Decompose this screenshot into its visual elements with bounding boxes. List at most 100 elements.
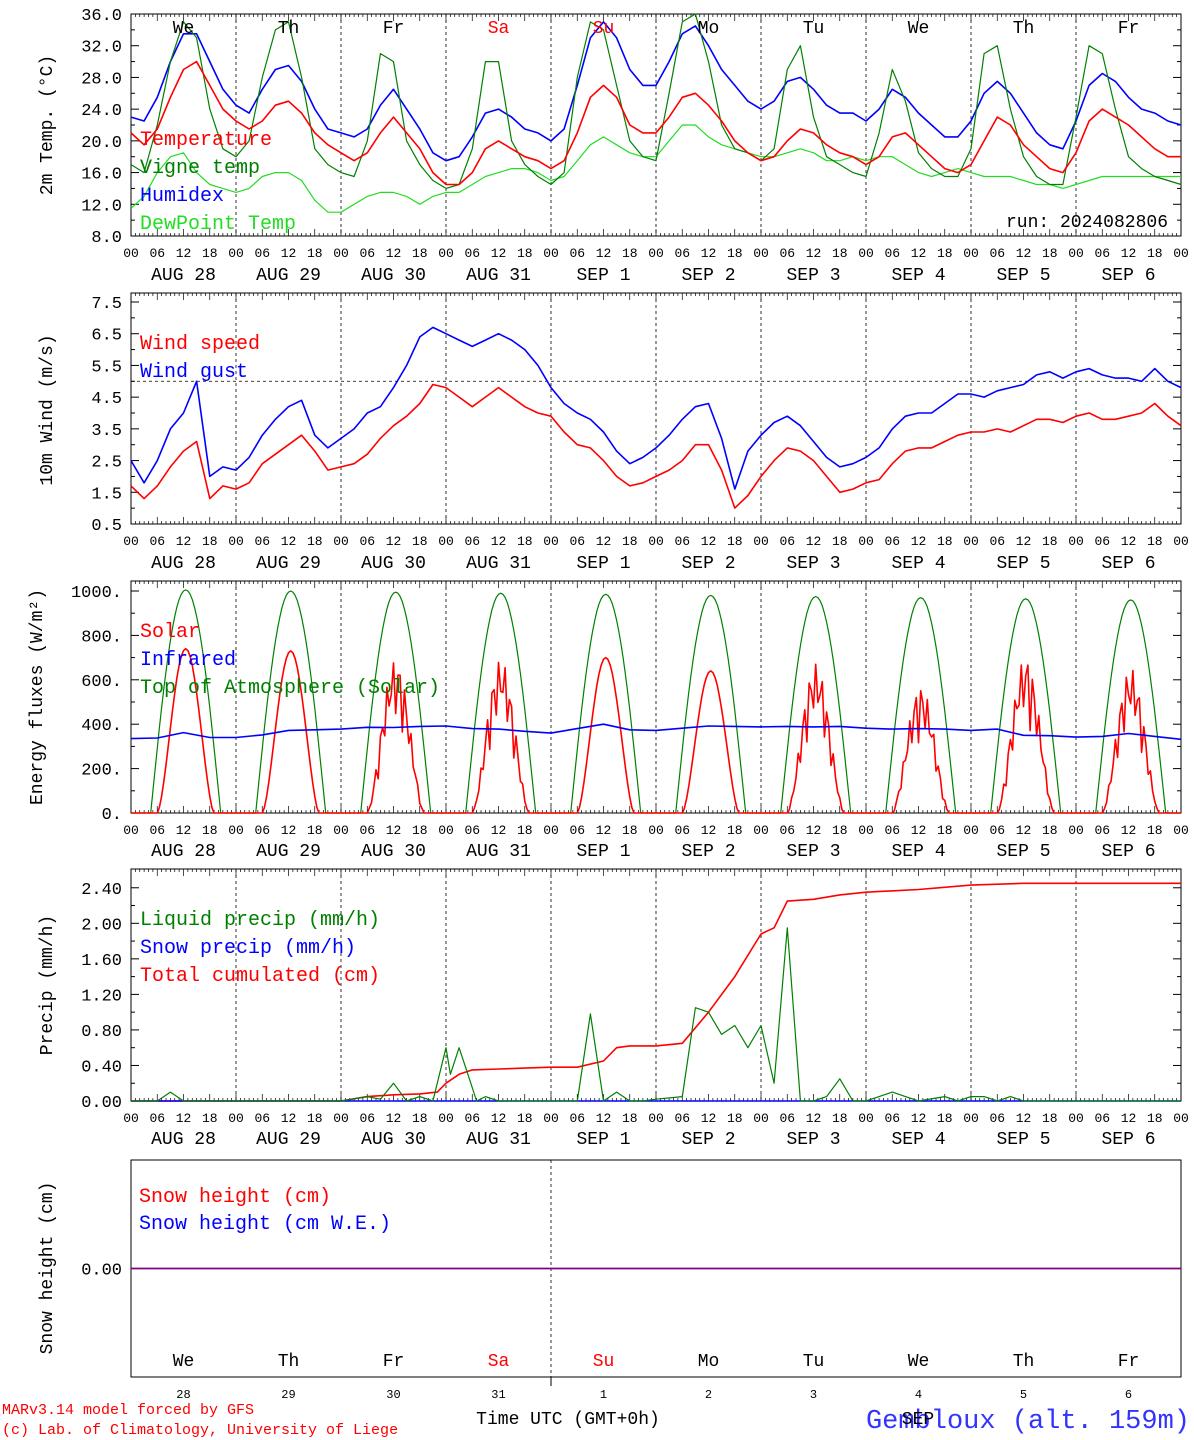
hour-tick-label: 12 xyxy=(911,534,927,549)
series-layer xyxy=(130,13,1182,1270)
day-name: Su xyxy=(593,1352,615,1372)
x-axis-title: Time UTC (GMT+0h) xyxy=(476,1410,660,1430)
legend-entry: Solar xyxy=(140,621,200,644)
hour-tick-label: 06 xyxy=(779,1111,795,1126)
day-name: We xyxy=(908,1352,930,1372)
hour-tick-label: 00 xyxy=(648,1111,664,1126)
day-name: Th xyxy=(278,19,300,39)
hour-tick-label: 06 xyxy=(464,246,480,261)
date-label: AUG 28 xyxy=(151,842,216,862)
hour-tick-label: 00 xyxy=(228,246,244,261)
hour-tick-label: 18 xyxy=(622,534,638,549)
date-label: SEP 5 xyxy=(996,1130,1050,1150)
footer-model-credit: MARv3.14 model forced by GFS xyxy=(2,1402,254,1419)
hour-tick-label: 12 xyxy=(596,246,612,261)
day-number: 2 xyxy=(705,1388,712,1402)
series-line-total-cumulated-cm xyxy=(131,882,1181,1102)
hour-tick-label: 12 xyxy=(386,823,402,838)
hour-tick-label: 06 xyxy=(1094,823,1110,838)
hour-tick-label: 00 xyxy=(858,1111,874,1126)
hour-tick-label: 06 xyxy=(464,1111,480,1126)
hour-tick-label: 18 xyxy=(832,1111,848,1126)
y-tick-label: 0. xyxy=(102,806,122,825)
hour-tick-label: 18 xyxy=(307,823,323,838)
hour-tick-label: 06 xyxy=(569,246,585,261)
hour-tick-label: 12 xyxy=(491,823,507,838)
day-name: We xyxy=(908,19,930,39)
hour-tick-label: 18 xyxy=(517,823,533,838)
hour-tick-label: 18 xyxy=(517,534,533,549)
hour-tick-label: 12 xyxy=(701,823,717,838)
date-label: SEP 1 xyxy=(576,1130,630,1150)
hour-tick-label: 00 xyxy=(333,823,349,838)
hour-tick-label: 06 xyxy=(359,823,375,838)
day-name: Th xyxy=(1013,19,1035,39)
day-name: Fr xyxy=(383,1352,405,1372)
hour-tick-label: 18 xyxy=(412,534,428,549)
hour-tick-label: 18 xyxy=(412,246,428,261)
y-tick-label: 1.5 xyxy=(91,485,122,504)
date-label: SEP 6 xyxy=(1101,1130,1155,1150)
day-name: Tu xyxy=(803,1352,825,1372)
hour-tick-label: 00 xyxy=(438,823,454,838)
hour-tick-label: 18 xyxy=(1147,823,1163,838)
date-label: AUG 28 xyxy=(151,266,216,286)
y-tick-label: 0.00 xyxy=(81,1094,122,1113)
date-label: AUG 30 xyxy=(361,266,426,286)
hour-tick-label: 00 xyxy=(963,246,979,261)
legend-entry: Total cumulated (cm) xyxy=(140,965,380,988)
day-name: Fr xyxy=(1118,1352,1140,1372)
series-line-humidex xyxy=(130,21,1182,162)
date-label: AUG 29 xyxy=(256,1130,321,1150)
date-label: SEP 2 xyxy=(681,842,735,862)
hour-tick-label: 00 xyxy=(858,823,874,838)
date-label: SEP 1 xyxy=(576,266,630,286)
y-axis-label: 2m Temp. (°C) xyxy=(38,55,58,195)
y-tick-label: 2.00 xyxy=(81,916,122,935)
date-label: SEP 6 xyxy=(1101,266,1155,286)
day-name: Sa xyxy=(488,19,510,39)
series-line-vigne-temp xyxy=(130,13,1182,189)
date-label: SEP 4 xyxy=(891,266,945,286)
legend-entry: Vigne temp xyxy=(140,157,260,180)
hour-tick-label: 06 xyxy=(254,1111,270,1126)
hour-tick-label: 00 xyxy=(1068,246,1084,261)
day-name: Fr xyxy=(383,19,405,39)
y-tick-label: 0.80 xyxy=(81,1023,122,1042)
day-name: Mo xyxy=(698,1352,720,1372)
hour-tick-label: 00 xyxy=(333,246,349,261)
y-tick-label: 7.5 xyxy=(91,295,122,314)
hour-tick-label: 18 xyxy=(832,246,848,261)
hour-tick-label: 12 xyxy=(806,823,822,838)
hour-tick-label: 18 xyxy=(517,246,533,261)
date-label: SEP 6 xyxy=(1101,842,1155,862)
hour-tick-label: 00 xyxy=(333,1111,349,1126)
day-number: 1 xyxy=(600,1388,607,1402)
y-tick-label: 16.0 xyxy=(81,166,122,185)
hour-tick-label: 18 xyxy=(1042,534,1058,549)
hour-tick-label: 00 xyxy=(228,1111,244,1126)
date-label: SEP 4 xyxy=(891,554,945,574)
day-number: 31 xyxy=(491,1388,505,1402)
hour-tick-label: 00 xyxy=(1068,823,1084,838)
y-axis-label: Precip (mm/h) xyxy=(38,915,58,1055)
hour-tick-label: 06 xyxy=(1094,246,1110,261)
y-tick-label: 2.5 xyxy=(91,454,122,473)
hour-tick-label: 12 xyxy=(596,534,612,549)
hour-tick-label: 12 xyxy=(1016,534,1032,549)
legend-entry: Snow height (cm) xyxy=(139,1186,331,1209)
legend-entry: Humidex xyxy=(140,185,224,208)
date-label: AUG 31 xyxy=(466,554,531,574)
date-label: SEP 3 xyxy=(786,842,840,862)
hour-tick-label: 00 xyxy=(1068,1111,1084,1126)
day-number: 5 xyxy=(1020,1388,1027,1402)
hour-tick-label: 18 xyxy=(622,246,638,261)
hour-tick-label: 12 xyxy=(1016,246,1032,261)
day-name: Mo xyxy=(698,19,720,39)
hour-tick-label: 18 xyxy=(307,246,323,261)
hour-tick-label: 06 xyxy=(674,246,690,261)
hour-tick-label: 18 xyxy=(832,534,848,549)
hour-tick-label: 06 xyxy=(674,534,690,549)
date-label: AUG 28 xyxy=(151,554,216,574)
